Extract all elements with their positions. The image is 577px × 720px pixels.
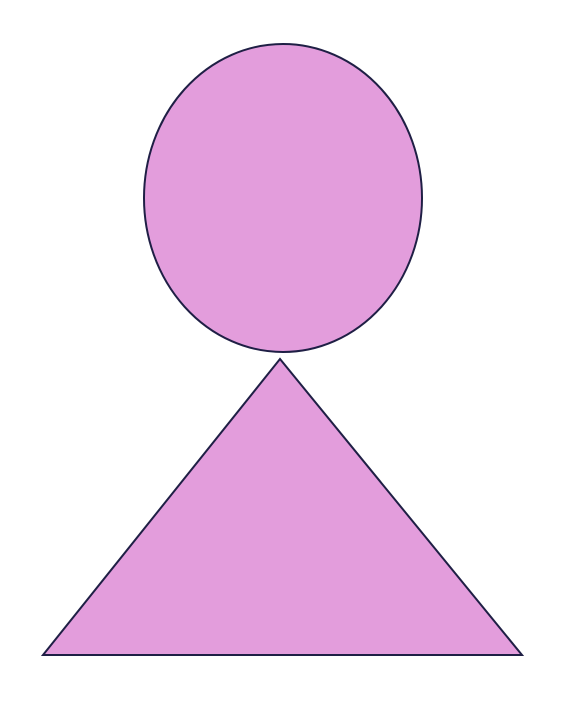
- head-ellipse: [143, 43, 423, 353]
- body-triangle: [40, 357, 525, 656]
